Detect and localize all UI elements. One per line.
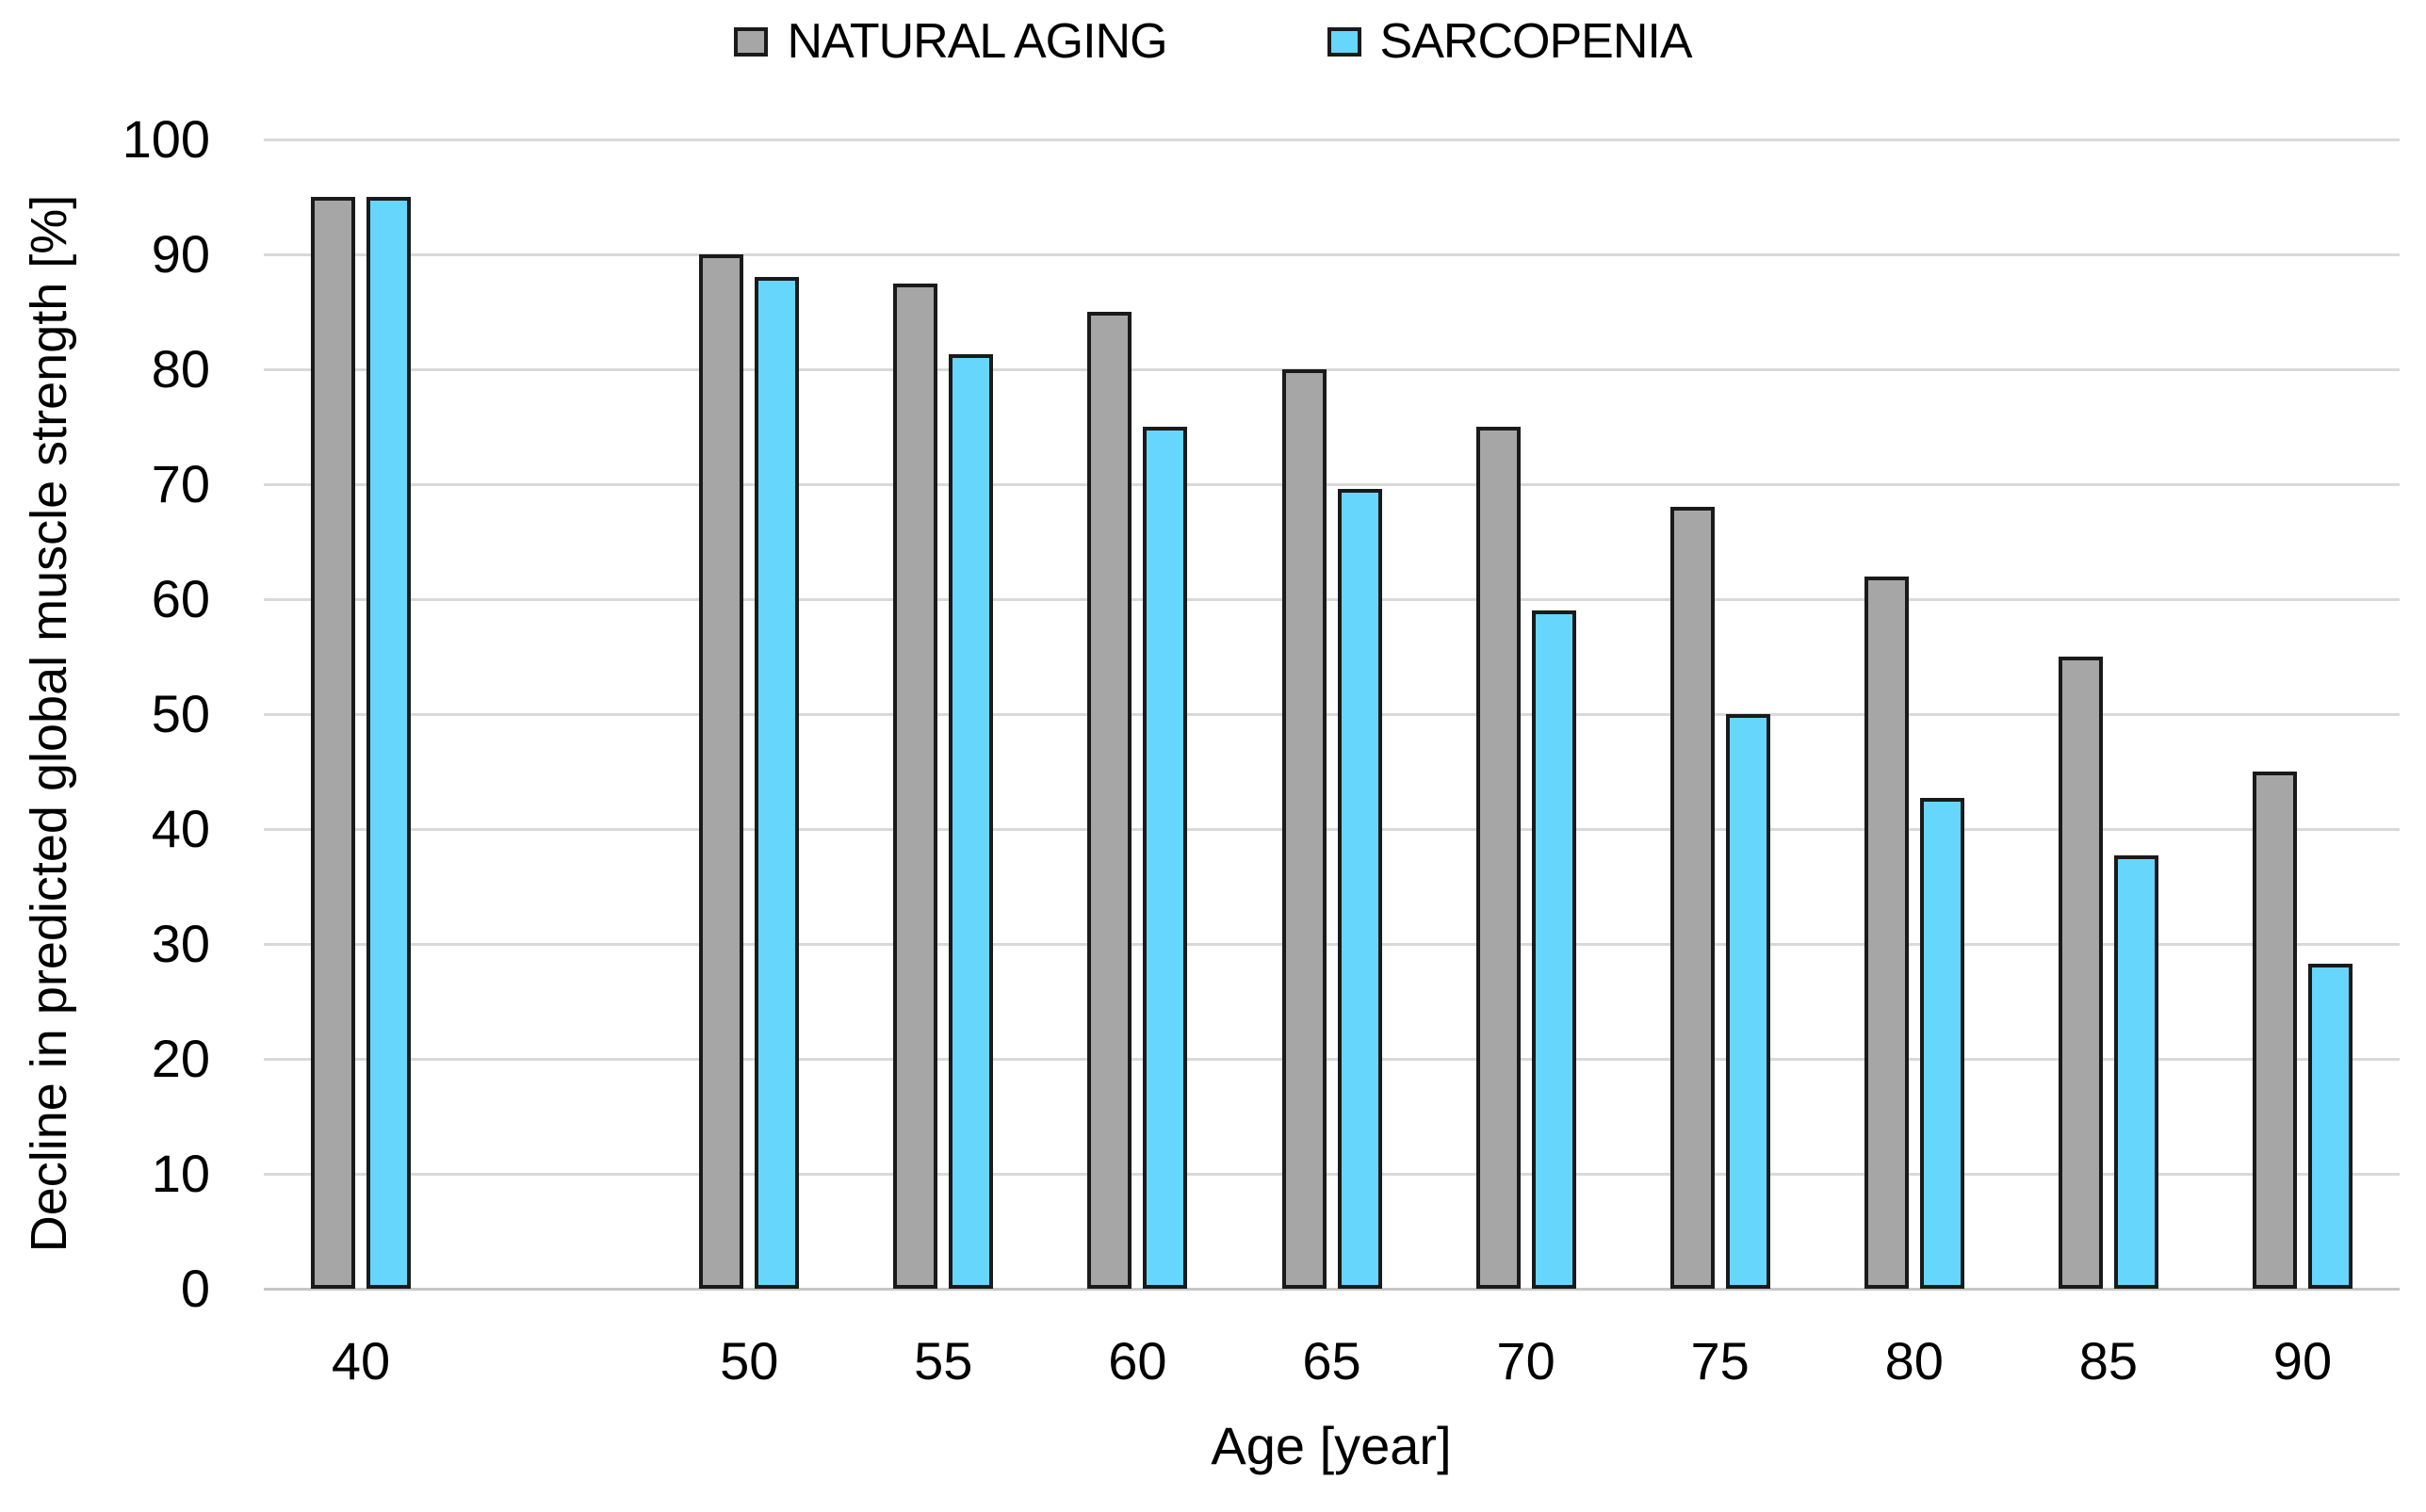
x-axis-line	[264, 1288, 2400, 1291]
gridline-y-100	[264, 138, 2400, 141]
bar-natural-aging-age-50	[699, 254, 744, 1289]
y-tick-label: 60	[151, 569, 210, 628]
y-tick-label: 30	[151, 914, 210, 973]
legend-label-natural-aging: NATURAL AGING	[787, 14, 1167, 69]
y-tick-label: 0	[180, 1259, 210, 1318]
bar-sarcopenia-age-80	[1919, 798, 1964, 1289]
bar-natural-aging-age-60	[1087, 312, 1132, 1289]
x-tick-label: 50	[720, 1331, 779, 1390]
legend-item-natural-aging: NATURAL AGING	[734, 13, 1168, 70]
y-tick-label: 100	[122, 109, 210, 169]
gridline-y-50	[264, 713, 2400, 716]
y-tick-label: 70	[151, 454, 210, 513]
bar-natural-aging-age-75	[1669, 507, 1715, 1289]
legend-label-sarcopenia: SARCOPENIA	[1379, 14, 1693, 69]
chart-legend: NATURAL AGING SARCOPENIA	[0, 13, 2426, 70]
bar-sarcopenia-age-75	[1725, 714, 1770, 1289]
bar-sarcopenia-age-90	[2307, 963, 2353, 1289]
y-tick-label: 20	[151, 1029, 210, 1088]
y-tick-label: 10	[151, 1144, 210, 1203]
bar-sarcopenia-age-40	[366, 197, 412, 1289]
bar-sarcopenia-age-50	[755, 277, 800, 1289]
x-tick-label: 40	[331, 1331, 391, 1390]
y-tick-label: 40	[151, 799, 210, 858]
x-tick-label: 85	[2078, 1331, 2138, 1390]
gridline-y-40	[264, 828, 2400, 831]
x-tick-label: 75	[1690, 1331, 1750, 1390]
y-tick-label: 80	[151, 339, 210, 398]
gridline-y-90	[264, 253, 2400, 256]
bar-natural-aging-age-55	[893, 283, 938, 1289]
x-tick-label: 65	[1302, 1331, 1361, 1390]
x-axis-title: Age [year]	[1211, 1416, 1452, 1475]
bar-sarcopenia-age-55	[949, 354, 994, 1289]
gridline-y-30	[264, 943, 2400, 946]
bar-natural-aging-age-85	[2058, 657, 2103, 1289]
bar-sarcopenia-age-65	[1337, 488, 1382, 1289]
x-tick-label: 55	[914, 1331, 973, 1390]
x-tick-label: 60	[1108, 1331, 1167, 1390]
gridline-y-80	[264, 368, 2400, 371]
bar-sarcopenia-age-60	[1143, 427, 1188, 1289]
gridline-y-70	[264, 483, 2400, 486]
bar-natural-aging-age-90	[2252, 772, 2297, 1289]
y-tick-label: 90	[151, 224, 210, 284]
gridline-y-10	[264, 1173, 2400, 1176]
y-axis-title: Decline in predicted global muscle stren…	[21, 194, 77, 1253]
y-tick-label: 50	[151, 684, 210, 743]
gridline-y-20	[264, 1058, 2400, 1061]
bar-sarcopenia-age-85	[2113, 855, 2158, 1289]
x-tick-label: 70	[1496, 1331, 1555, 1390]
legend-item-sarcopenia: SARCOPENIA	[1327, 13, 1693, 70]
bar-sarcopenia-age-70	[1531, 610, 1576, 1289]
gridline-y-60	[264, 598, 2400, 601]
legend-swatch-sarcopenia-icon	[1327, 26, 1361, 57]
x-tick-label: 80	[1884, 1331, 1944, 1390]
bar-natural-aging-age-40	[311, 197, 356, 1289]
bar-natural-aging-age-80	[1864, 576, 1909, 1289]
legend-swatch-natural-aging-icon	[734, 26, 769, 57]
bar-natural-aging-age-70	[1475, 427, 1521, 1289]
x-tick-label: 90	[2272, 1331, 2333, 1390]
bar-natural-aging-age-65	[1281, 369, 1327, 1289]
